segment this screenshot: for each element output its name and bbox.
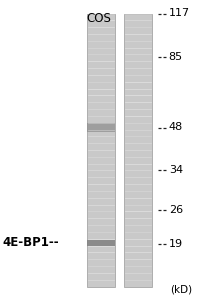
Text: COS: COS bbox=[86, 12, 111, 25]
Text: 19: 19 bbox=[168, 238, 182, 249]
Bar bbox=[87, 123, 114, 132]
Text: 26: 26 bbox=[168, 205, 182, 215]
Text: 34: 34 bbox=[168, 165, 182, 175]
Text: 117: 117 bbox=[168, 8, 189, 19]
Bar bbox=[124, 14, 151, 286]
Text: (kD): (kD) bbox=[169, 285, 191, 295]
Bar bbox=[87, 14, 114, 286]
Text: 48: 48 bbox=[168, 122, 182, 133]
Bar bbox=[87, 240, 114, 246]
Text: 4E-BP1--: 4E-BP1-- bbox=[2, 236, 59, 250]
Text: 85: 85 bbox=[168, 52, 182, 62]
